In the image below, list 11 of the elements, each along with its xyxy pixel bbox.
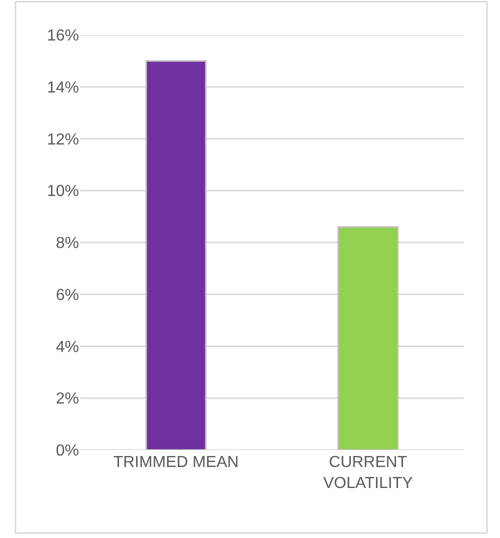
x-tick-label: TRIMMED MEAN <box>113 454 239 471</box>
y-tick-label: 6% <box>56 286 79 304</box>
y-tick-label: 8% <box>56 235 79 252</box>
y-tick-label: 4% <box>56 338 79 356</box>
y-tick-label: 10% <box>46 183 79 200</box>
y-tick-label: 0% <box>56 442 79 460</box>
y-tick-label: 12% <box>46 131 79 148</box>
x-tick-label: CURRENT VOLATILITY <box>323 454 414 492</box>
y-tick-label: 2% <box>56 390 79 408</box>
y-tick-label: 16% <box>46 28 79 45</box>
y-tick-label: 14% <box>46 79 79 96</box>
